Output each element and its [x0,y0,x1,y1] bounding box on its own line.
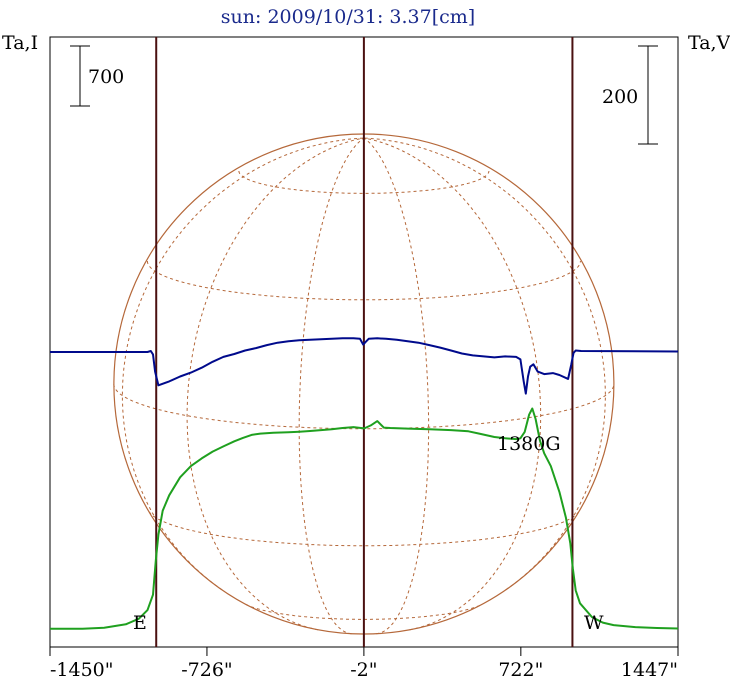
x-tick-label: -2" [350,659,377,681]
x-tick-label: 722" [498,659,543,681]
longitude-line [363,137,430,635]
longitude-line [363,137,542,631]
x-tick-label: -1450" [50,659,114,681]
right-scale-bar: 200 [602,45,658,145]
x-tick-label: 1447" [621,659,678,681]
west-limb-label: W [584,612,604,634]
x-tick-label: -726" [181,659,232,681]
right-scale-bar-label: 200 [602,86,638,108]
left-scale-bar-label: 700 [88,66,124,88]
left-axis-label: Ta,I [2,32,38,54]
left-scale-bar: 700 [70,45,124,107]
data-series [49,337,679,630]
x-axis-ticks: -1450" -726" -2" 722" 1447" [49,647,679,681]
latitude-line [146,261,581,301]
longitude-line [186,137,364,631]
east-limb-label: E [133,612,147,634]
series-line-polarization [50,337,679,395]
chart-title: sun: 2009/10/31: 3.37[cm] [221,6,475,28]
latitude-line [245,603,483,620]
series-line-intensity [49,407,679,630]
vertical-markers [155,37,574,647]
right-axis-label: Ta,V [688,32,730,54]
field-strength-annotation: 1380G [497,433,561,455]
longitude-line [298,137,365,635]
